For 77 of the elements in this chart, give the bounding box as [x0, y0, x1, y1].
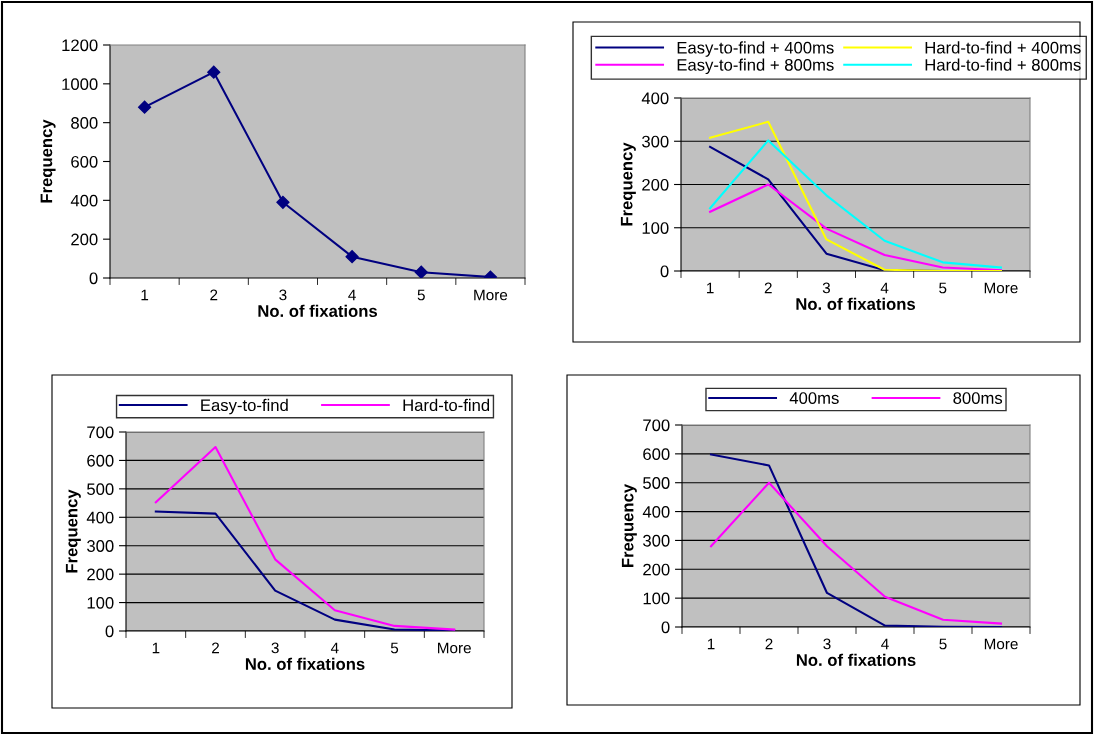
y-tick-label: 0 [660, 265, 669, 278]
y-tick-label: 0 [89, 272, 98, 285]
x-tick-label: More [438, 642, 471, 654]
x-tick-label: 3 [822, 282, 830, 294]
point [345, 250, 359, 264]
y-tick-label: 0 [661, 621, 670, 634]
x-tick-label: 2 [765, 638, 773, 650]
x-axis-title: No. of fixations [796, 297, 916, 310]
y-tick-label: 1200 [62, 39, 98, 52]
y-axis-title: Frequency [65, 489, 81, 573]
y-tick-label: 500 [643, 477, 670, 489]
x-tick-label: 5 [417, 289, 425, 301]
y-axis-title: Frequency [621, 483, 637, 568]
legend-label: Hard-to-find + 400ms [925, 41, 1081, 54]
y-tick-label: 400 [642, 505, 670, 518]
y-axis-title: Frequency [40, 119, 56, 203]
x-tick-label: 3 [271, 642, 279, 654]
point [207, 65, 221, 79]
y-tick-label: 100 [642, 222, 669, 234]
y-tick-label: 200 [71, 233, 98, 246]
y-tick-label: 700 [87, 426, 114, 439]
x-tick-label: 4 [880, 282, 889, 294]
line-series [154, 446, 456, 631]
y-tick-label: 1000 [62, 78, 98, 91]
y-tick-label: 400 [641, 92, 669, 105]
line-series [709, 481, 1003, 625]
x-tick-label: 3 [279, 289, 287, 301]
y-tick-label: 200 [643, 563, 670, 576]
legend-label: Easy-to-find + 400ms [677, 41, 834, 57]
y-tick-label: 700 [643, 419, 670, 432]
y-axis-title: Frequency [620, 142, 636, 226]
x-tick-label: 4 [348, 289, 356, 301]
point [276, 195, 290, 209]
x-tick-label: 1 [141, 289, 149, 301]
x-tick-label: 4 [881, 638, 889, 650]
point [137, 100, 152, 114]
y-tick-label: 600 [71, 155, 98, 168]
legend-label: Easy-to-find [201, 398, 288, 415]
x-tick-label: More [984, 638, 1018, 650]
x-tick-label: 2 [764, 282, 772, 294]
line-series [709, 183, 1002, 271]
x-axis-title: No. of fixations [245, 657, 365, 670]
y-tick-label: 500 [87, 483, 114, 496]
point [414, 265, 428, 278]
y-tick-label: 0 [105, 625, 114, 638]
x-axis-title: No. of fixations [796, 653, 916, 666]
y-tick-label: 300 [642, 135, 669, 148]
y-tick-label: 800 [71, 117, 98, 129]
y-tick-label: 600 [643, 448, 670, 461]
x-tick-label: 2 [210, 289, 218, 301]
legend-label: Easy-to-find + 800ms [677, 58, 834, 75]
x-axis-title: No. of fixations [258, 304, 378, 317]
y-tick-label: 100 [87, 596, 114, 609]
y-tick-label: 300 [87, 540, 114, 552]
x-tick-label: 5 [939, 638, 947, 650]
legend-label: 800ms [953, 392, 1003, 404]
y-tick-label: 600 [87, 454, 114, 467]
x-tick-label: More [984, 282, 1018, 294]
legend-label: Hard-to-find [403, 398, 490, 412]
y-tick-label: 100 [643, 592, 670, 605]
legend-label: Hard-to-find + 800ms [925, 58, 1081, 71]
y-tick-label: 200 [87, 568, 114, 581]
x-tick-label: 5 [390, 642, 399, 654]
y-tick-label: 400 [70, 194, 98, 207]
y-tick-label: 200 [642, 178, 669, 191]
x-tick-label: More [474, 289, 508, 301]
y-tick-label: 400 [86, 511, 114, 524]
legend-label: 400ms [789, 392, 839, 404]
x-tick-label: 5 [939, 282, 947, 294]
x-tick-label: 3 [823, 638, 831, 650]
x-tick-label: 2 [212, 642, 219, 654]
x-tick-label: 4 [330, 642, 339, 654]
x-tick-label: 1 [152, 642, 160, 654]
x-tick-label: 1 [707, 638, 715, 650]
x-tick-label: 1 [707, 282, 714, 294]
line-series [709, 453, 1003, 627]
y-tick-label: 300 [643, 534, 670, 547]
